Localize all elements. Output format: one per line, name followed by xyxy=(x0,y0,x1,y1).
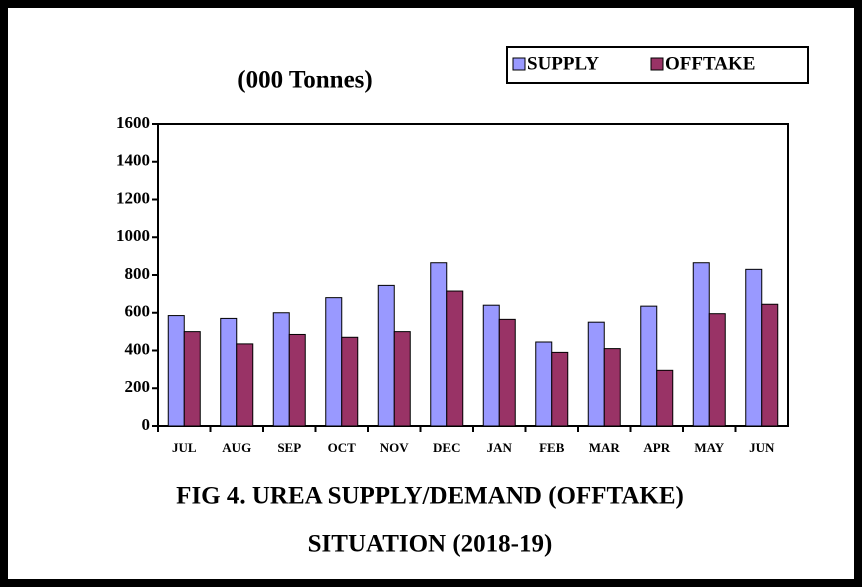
bar xyxy=(167,315,185,427)
bar xyxy=(587,321,605,427)
x-tick-label: FEB xyxy=(539,440,565,455)
x-tick-label: DEC xyxy=(433,440,460,455)
x-tick-label: APR xyxy=(643,440,670,455)
bar xyxy=(183,331,201,427)
x-tick-label: SEP xyxy=(277,440,301,455)
bar xyxy=(692,262,710,427)
bar xyxy=(603,348,621,427)
y-tick-label: 0 xyxy=(142,415,151,434)
chart-title: (000 Tonnes) xyxy=(237,67,372,94)
bar xyxy=(761,303,779,427)
bar xyxy=(708,313,726,427)
y-tick-label: 400 xyxy=(125,339,151,358)
x-tick-label: JUN xyxy=(749,440,775,455)
y-tick-label: 1400 xyxy=(116,151,150,170)
legend-label: SUPPLY xyxy=(527,53,599,74)
bar xyxy=(272,312,290,427)
y-tick-label: 200 xyxy=(125,377,151,396)
y-tick-label: 1000 xyxy=(116,226,150,245)
bar xyxy=(341,336,359,427)
bar xyxy=(220,317,238,427)
y-tick-label: 1200 xyxy=(116,188,150,207)
legend-swatch xyxy=(512,57,526,71)
bar xyxy=(288,333,306,427)
x-tick-label: JAN xyxy=(487,440,513,455)
y-tick-label: 1600 xyxy=(116,113,150,132)
x-tick-label: MAY xyxy=(694,440,724,455)
x-tick-label: AUG xyxy=(222,440,251,455)
legend-swatch xyxy=(650,57,664,71)
x-tick-label: JUL xyxy=(172,440,197,455)
bar xyxy=(656,369,674,427)
bar xyxy=(236,343,254,427)
legend-label: OFFTAKE xyxy=(665,53,755,74)
caption: SITUATION (2018-19) xyxy=(308,531,553,558)
x-tick-label: OCT xyxy=(328,440,357,455)
bar xyxy=(446,290,464,427)
bar xyxy=(745,268,763,427)
x-tick-label: MAR xyxy=(589,440,621,455)
legend xyxy=(506,46,809,84)
bar xyxy=(482,304,500,427)
bar xyxy=(535,341,553,427)
caption: FIG 4. UREA SUPPLY/DEMAND (OFFTAKE) xyxy=(176,483,684,510)
bar xyxy=(498,318,516,427)
bar xyxy=(430,262,448,427)
y-tick-label: 800 xyxy=(125,264,151,283)
bar xyxy=(393,331,411,427)
bar xyxy=(377,284,395,427)
bar xyxy=(325,297,343,427)
y-tick-label: 600 xyxy=(125,302,151,321)
bar xyxy=(551,351,569,427)
bar xyxy=(640,305,658,427)
x-tick-label: NOV xyxy=(380,440,410,455)
